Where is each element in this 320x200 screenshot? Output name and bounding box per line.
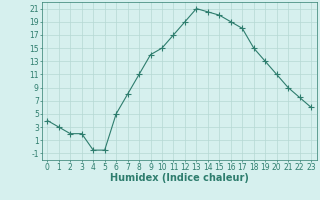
X-axis label: Humidex (Indice chaleur): Humidex (Indice chaleur) [110,173,249,183]
